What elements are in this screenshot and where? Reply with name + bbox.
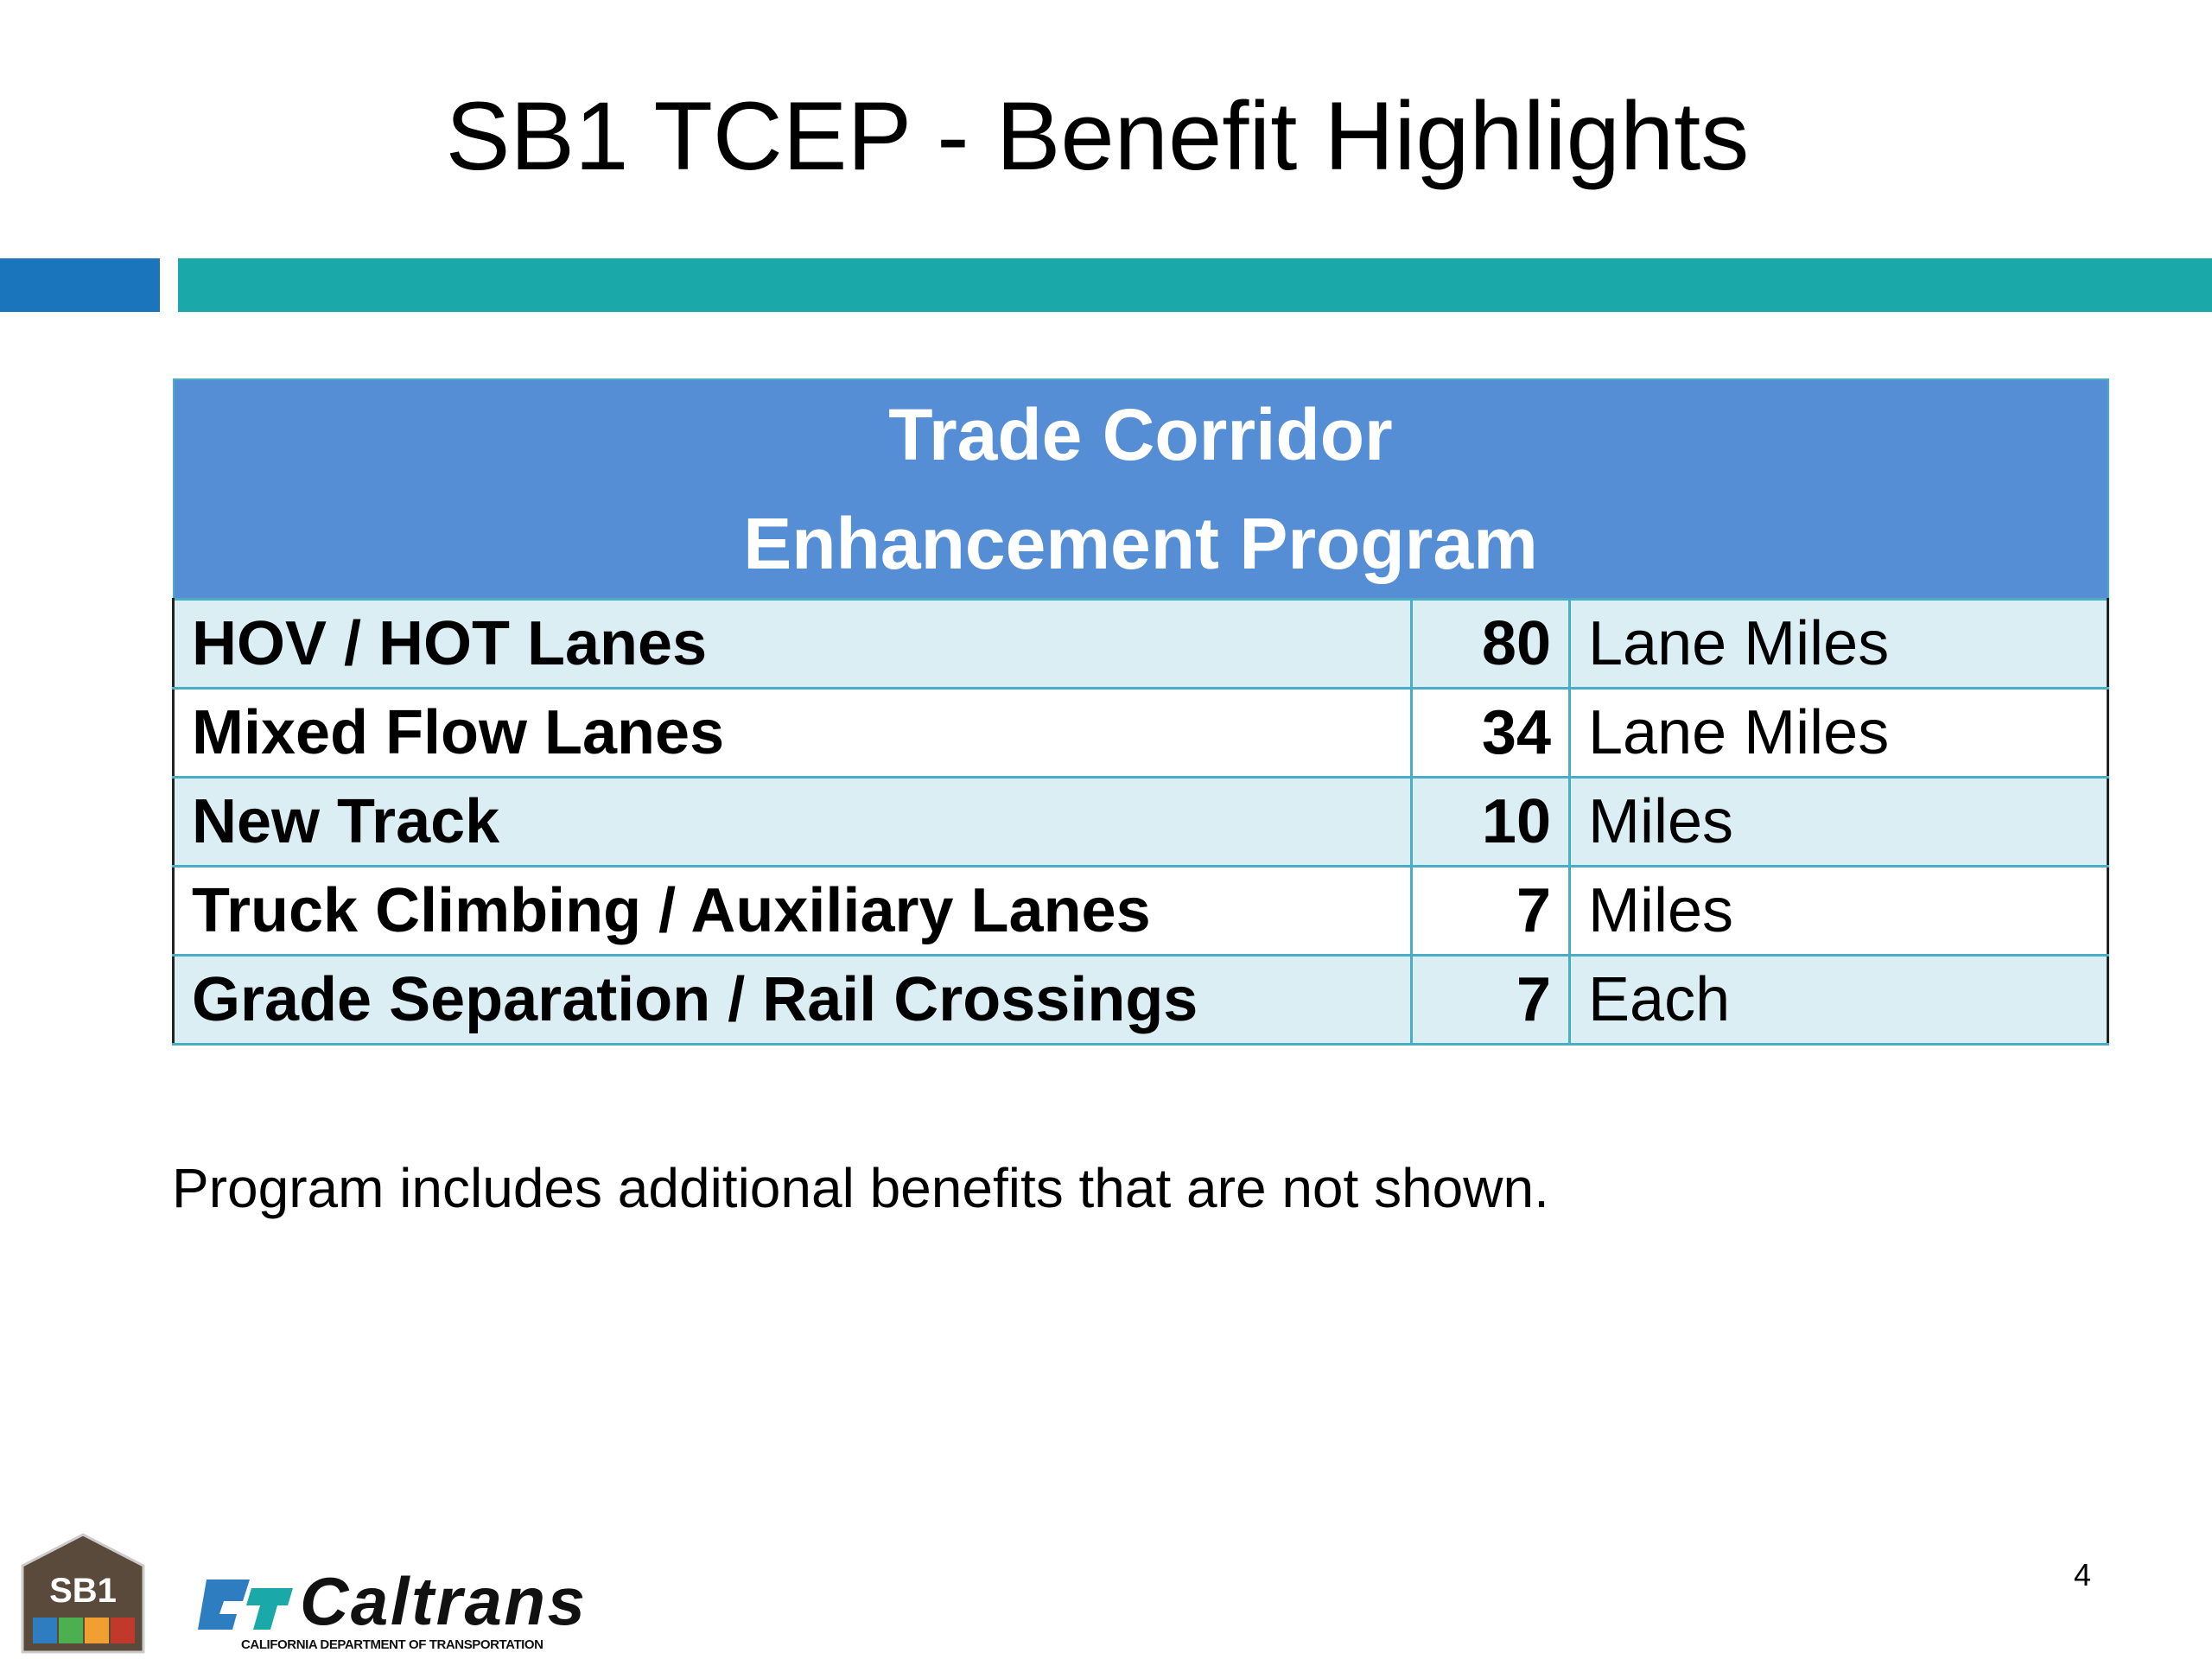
row-label: Truck Climbing / Auxiliary Lanes [172,865,1413,957]
table-header: Trade Corridor Enhancement Program [172,378,2109,601]
badge-tile [33,1618,57,1643]
row-label: New Track [172,776,1413,868]
header-cell: Trade Corridor Enhancement Program [172,378,2109,601]
header-line: Enhancement Program [743,503,1538,584]
row-label: Grade Separation / Rail Crossings [172,954,1413,1046]
row-unit: Miles [1568,865,2109,957]
benefit-table: Trade Corridor Enhancement Program HOV /… [172,378,2109,1046]
header-line: Trade Corridor [888,394,1393,475]
row-value: 80 [1410,598,1571,690]
badge-tile [59,1618,83,1643]
accent-bar [178,258,2212,312]
accent-bar [0,258,160,312]
caltrans-subtitle: CALIFORNIA DEPARTMENT OF TRANSPORTATION [241,1637,543,1652]
sb1-logo: SB1 [21,1533,145,1654]
page-number: 4 [2074,1557,2092,1592]
caltrans-text: Caltrans [300,1563,585,1639]
table-row: HOV / HOT Lanes 80 Lane Miles [172,598,2109,690]
table-body: HOV / HOT Lanes 80 Lane Miles Mixed Flow La… [172,598,2109,1046]
row-value: 34 [1410,687,1571,779]
header-row: Trade Corridor Enhancement Program [172,378,2109,601]
caltrans-mark [246,1588,293,1630]
row-unit: Each [1568,954,2109,1046]
badge-tile [111,1618,135,1643]
table-row: New Track 10 Miles [172,776,2109,868]
row-unit: Lane Miles [1568,598,2109,690]
badge-tile [85,1618,109,1643]
row-label: HOV / HOT Lanes [172,598,1413,690]
row-value: 10 [1410,776,1571,868]
table-row: Grade Separation / Rail Crossings 7 Each [172,954,2109,1046]
row-unit: Miles [1568,776,2109,868]
table-row: Mixed Flow Lanes 34 Lane Miles [172,687,2109,779]
row-value: 7 [1410,954,1571,1046]
footnote: Program includes additional benefits tha… [172,1157,1549,1219]
table-row: Truck Climbing / Auxiliary Lanes 7 Miles [172,865,2109,957]
slide-title: SB1 TCEP - Benefit Highlights [445,82,1750,190]
sb1-text: SB1 [49,1572,117,1610]
caltrans-logo: Caltrans CALIFORNIA DEPARTMENT OF TRANSP… [198,1563,585,1652]
row-value: 7 [1410,865,1571,957]
row-unit: Lane Miles [1568,687,2109,779]
row-label: Mixed Flow Lanes [172,687,1413,779]
caltrans-mark [198,1580,250,1630]
